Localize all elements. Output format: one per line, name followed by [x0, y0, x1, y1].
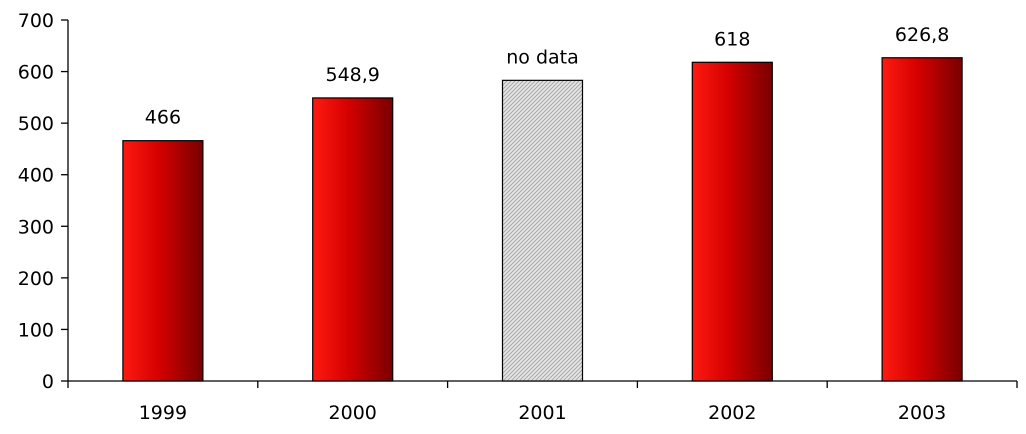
x-tick-label: 2003 [898, 402, 946, 424]
data-label-1999: 466 [145, 107, 181, 129]
x-axis: 1999 2000 2001 2002 2003 [67, 380, 1018, 424]
data-labels: 466 548,9 no data 618 626,8 [145, 24, 950, 129]
y-tick-label: 500 [18, 113, 54, 135]
x-tick-label: 2002 [708, 402, 756, 424]
bars [122, 57, 963, 382]
data-label-2002: 618 [714, 28, 750, 50]
y-tick-label: 700 [18, 10, 54, 32]
y-tick-label: 600 [18, 62, 54, 84]
y-tick-label: 400 [18, 165, 54, 187]
data-label-2001: no data [506, 46, 579, 68]
data-label-2000: 548,9 [325, 64, 379, 86]
data-label-2003: 626,8 [895, 24, 949, 46]
bar-2001 [501, 79, 584, 382]
x-tick-label: 2001 [518, 402, 566, 424]
y-tick-label: 0 [42, 371, 54, 393]
y-tick-label: 200 [18, 268, 54, 290]
bar-2000 [312, 97, 394, 382]
bar-1999 [122, 140, 204, 382]
x-tick-label: 1999 [139, 402, 187, 424]
x-tick-label: 2000 [329, 402, 377, 424]
y-tick-label: 300 [18, 216, 54, 238]
y-axis: 0 100 200 300 400 500 600 700 [18, 10, 69, 393]
bar-2002 [691, 61, 773, 382]
y-tick-label: 100 [18, 319, 54, 341]
bar-2003 [881, 57, 963, 382]
